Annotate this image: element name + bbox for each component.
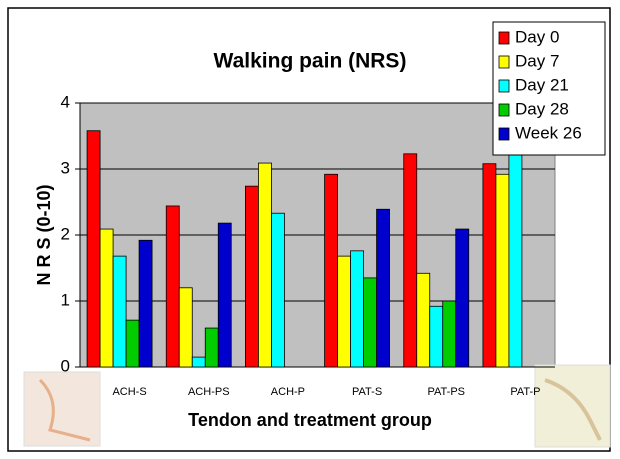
y-axis-label: N R S (0-10) bbox=[34, 184, 54, 285]
y-tick-label: 1 bbox=[61, 290, 70, 309]
image-ankle-drawing bbox=[38, 378, 91, 442]
x-tick-label: ACH-S bbox=[112, 386, 146, 398]
legend-label: Day 21 bbox=[515, 75, 569, 94]
bar bbox=[350, 250, 364, 368]
bar bbox=[416, 272, 431, 368]
x-tick-label: ACH-P bbox=[271, 386, 305, 398]
image-ankle bbox=[23, 371, 101, 447]
bar bbox=[217, 222, 232, 368]
bar bbox=[178, 287, 193, 368]
x-tick-label: PAT-S bbox=[352, 386, 382, 398]
bar bbox=[271, 212, 285, 368]
bar bbox=[455, 228, 470, 368]
bar bbox=[112, 255, 127, 368]
legend-label: Day 7 bbox=[515, 51, 559, 70]
bar bbox=[495, 173, 510, 368]
bar bbox=[245, 185, 259, 368]
bar bbox=[86, 130, 101, 368]
chart-title: Walking pain (NRS) bbox=[214, 50, 407, 73]
legend-swatch bbox=[498, 55, 510, 69]
bar bbox=[337, 255, 351, 368]
x-tick-label: ACH-PS bbox=[188, 386, 230, 398]
legend-label: Week 26 bbox=[515, 123, 582, 142]
legend-label: Day 0 bbox=[515, 27, 559, 46]
legend-swatch bbox=[498, 103, 510, 117]
y-tick-label: 0 bbox=[61, 356, 70, 375]
bar bbox=[125, 319, 140, 368]
bar bbox=[165, 205, 180, 368]
bar bbox=[138, 239, 153, 368]
bar bbox=[482, 163, 497, 368]
legend-swatch bbox=[498, 127, 510, 141]
image-knee-drawing bbox=[544, 378, 602, 441]
bar bbox=[376, 208, 390, 368]
y-tick-label: 4 bbox=[61, 92, 70, 111]
legend-label: Day 28 bbox=[515, 99, 569, 118]
bar bbox=[429, 305, 444, 368]
bar bbox=[508, 142, 523, 368]
bar bbox=[442, 300, 457, 368]
y-tick-label: 3 bbox=[61, 158, 70, 177]
bar bbox=[191, 356, 206, 368]
legend-box bbox=[492, 21, 606, 156]
bar bbox=[99, 228, 114, 368]
x-tick-label: PAT-P bbox=[510, 386, 540, 398]
legend-swatch bbox=[498, 79, 510, 93]
bar bbox=[324, 173, 338, 368]
y-tick-label: 2 bbox=[61, 224, 70, 243]
bar bbox=[258, 162, 272, 368]
bar bbox=[403, 153, 418, 368]
bar bbox=[204, 327, 219, 368]
x-tick-label: PAT-PS bbox=[428, 386, 466, 398]
x-axis-label: Tendon and treatment group bbox=[188, 410, 432, 430]
bar bbox=[363, 277, 377, 368]
legend-swatch bbox=[498, 31, 510, 45]
